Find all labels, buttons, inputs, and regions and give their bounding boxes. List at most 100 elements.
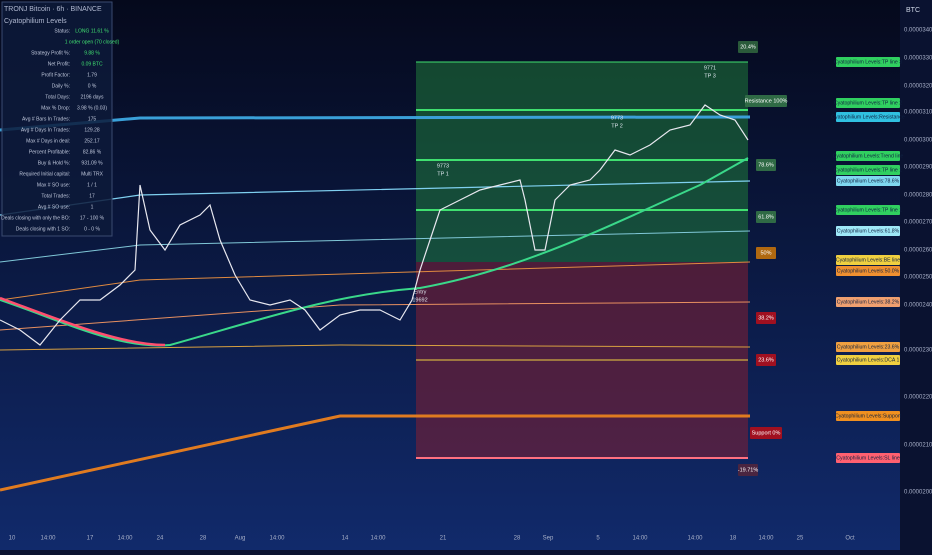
price-tick-label: 0.0000210 [904,443,932,449]
target-text: Entry [414,289,427,295]
symbol: TRONJ Bitcoin · 6h · BINANCE [4,6,102,13]
stat-value: 3.98 % (0.03) [77,105,107,111]
price-tick-label: 0.0000280 [904,193,932,199]
level-label: Cyatophilium Levels:Resistance [831,114,905,120]
stat-value: Multi TRX [81,171,104,177]
level-label: Cyatophilium Levels:TP line 2 [834,100,902,106]
stat-label: Max # Days in deal: [26,138,70,144]
time-tick-label: 5 [596,536,600,542]
stat-value: 1 / 1 [87,182,97,188]
target-text: 9773 [611,115,623,121]
level-label: Cyatophilium Levels:SL line [836,455,900,461]
price-tick-label: 0.0000310 [904,110,932,116]
level-flag [738,464,758,476]
stat-label: Avg # SO use: [38,204,70,210]
time-tick-label: 28 [200,536,207,542]
level-label: Cyatophilium Levels:TP line 1 [834,207,902,213]
stat-value: LONG 11.61 % [75,28,109,34]
time-tick-label: 24 [157,536,164,542]
target-text: 19692 [412,297,427,303]
level-flag [756,211,776,223]
stat-value: 17 - 100 % [80,215,105,221]
stats-panel [1,1,113,237]
level-flag-text: -19.71% [738,467,759,473]
stat-value: 252.17 [84,138,100,144]
stat-label: Strategy Profit %: [31,50,70,56]
level-label: Cyatophilium Levels:Support [835,413,902,419]
currency: BTC [906,7,920,14]
price-tick-label: 0.0000230 [904,348,932,354]
time-tick-label: 14 [342,536,349,542]
time-tick-label: 18 [730,536,737,542]
level-lines [0,61,751,492]
stat-label: Net Profit: [48,61,70,67]
time-tick-label: 14:00 [687,536,703,542]
price-tick-label: 0.0000300 [904,138,932,144]
stat-label: Status: [54,28,70,34]
stat-label: Max # SO use: [37,182,70,188]
level-label: Cyatophilium Levels:50.0% [837,268,900,274]
time-tick-label: 14:00 [269,536,285,542]
level-label-box [836,205,900,215]
level-label-box [836,151,900,161]
price-axis-bg [900,0,932,550]
stat-label: Deals closing with 1 SO: [16,226,70,232]
price-tick-label: 0.0000340 [904,28,932,34]
stat-value: 17 [89,193,95,199]
stat-label: Max % Drop: [41,105,70,111]
stat-label: Avg # Days In Trades: [21,127,70,133]
level-label: Cyatophilium Levels:TP line 3 [834,59,902,65]
stat-value: 1 order open (70 closed) [65,39,120,45]
time-tick-label: 25 [797,536,804,542]
level-flag-text: 23.6% [758,357,774,363]
level-flag-text: Support 0% [752,430,781,436]
level-flag-text: 38.2% [758,315,774,321]
level-flag [756,159,776,171]
stat-label: Profit Factor: [41,72,70,78]
price-tick-label: 0.0000220 [904,395,932,401]
target-text: TP 2 [611,123,623,129]
target-text: 9773 [437,163,449,169]
target-text: TP 3 [704,73,716,79]
time-tick-label: 28 [514,536,521,542]
time-tick-label: Sep [543,536,554,542]
level-flag-text: 78.6% [758,162,774,168]
level-flag [756,312,776,324]
level-label-box [836,453,900,463]
stat-label: Avg # Bars In Trades: [22,116,70,122]
level-label: Cyatophilium Levels:Trend line [833,153,904,159]
price-tick-label: 0.0000260 [904,248,932,254]
price-tick-label: 0.0000290 [904,165,932,171]
level-label-box [836,226,900,236]
stat-label: Required Initial capital: [19,171,70,177]
price-tick-label: 0.0000270 [904,220,932,226]
level-label-box [836,411,900,421]
price-tick-label: 0.0000320 [904,84,932,90]
level-label-box [836,355,900,365]
time-tick-label: 14:00 [370,536,386,542]
time-tick-label: 14:00 [117,536,133,542]
level-flag-text: 20.4% [740,44,756,50]
stat-label: Percent Profitable: [29,149,70,155]
price-tick-label: 0.0000240 [904,303,932,309]
stat-label: Total Trades: [41,193,70,199]
time-tick-label: 17 [87,536,94,542]
target-text: 9771 [704,65,716,71]
level-label-box [836,112,900,122]
stat-value: 175 [88,116,97,122]
stat-value: 2196 days [80,94,104,100]
indicator-name: Cyatophilium Levels [4,18,67,25]
time-tick-label: 10 [9,536,16,542]
stat-label: Total Days: [45,94,70,100]
stat-label: Daily %: [52,83,70,89]
price-tick-label: 0.0000330 [904,56,932,62]
level-flag-text: Resistance 100% [745,98,788,104]
level-label: Cyatophilium Levels:TP line 1 [834,167,902,173]
level-label-box [836,297,900,307]
level-label-box [836,255,900,265]
stat-value: 1.79 [87,72,97,78]
level-label-box [836,165,900,175]
level-label: Cyatophilium Levels:DCA 1 [837,357,900,363]
level-flag-text: 61.8% [758,214,774,220]
